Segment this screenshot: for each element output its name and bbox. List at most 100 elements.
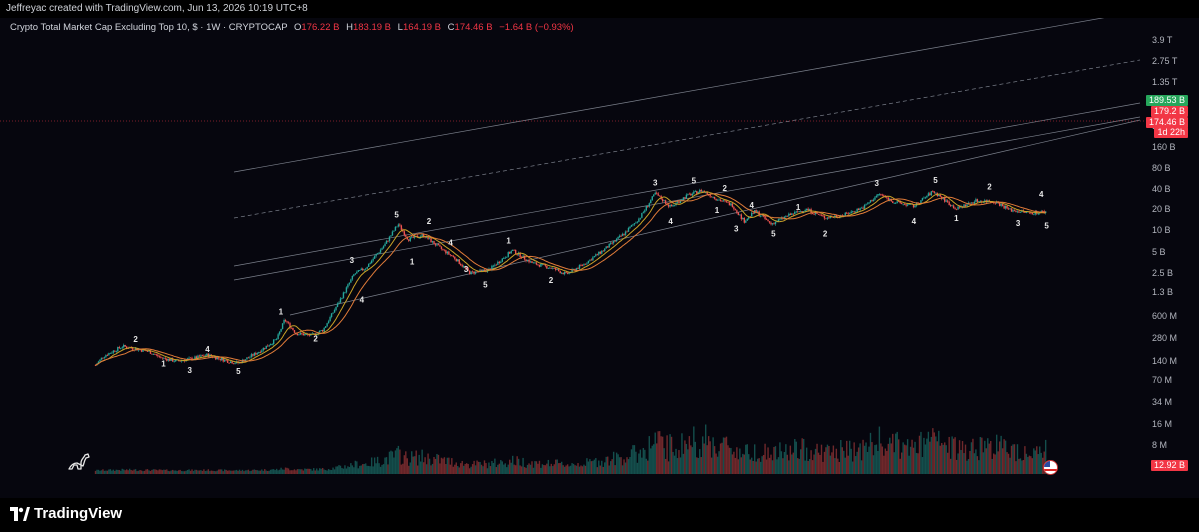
volume-bar <box>373 457 376 474</box>
volume-bar <box>115 469 118 474</box>
volume-bar <box>820 444 823 474</box>
volume-bar <box>362 464 364 474</box>
volume-bar <box>191 469 193 474</box>
candle-body <box>434 244 437 246</box>
flag-icon[interactable] <box>1043 460 1058 475</box>
candle-body <box>693 191 695 194</box>
volume-bar <box>923 437 925 474</box>
volume-bar <box>844 457 846 474</box>
volume-bar <box>608 465 610 474</box>
candle-body <box>679 200 682 203</box>
candle-body <box>99 359 101 362</box>
volume-bar <box>173 470 175 474</box>
volume-bar <box>1031 458 1034 474</box>
volume-bar <box>921 457 924 474</box>
price-chart[interactable]: 2 1 4 3 5 1 2 3 4 5 2 1 4 3 5 1 2 3 4 5 2 1 4 3 5 1 2 3 4 5 1 2 3 4 5 <box>0 18 1199 498</box>
volume-bar <box>203 469 205 474</box>
candle-body <box>849 213 851 215</box>
volume-bar <box>641 457 643 474</box>
volume-bar <box>506 467 508 474</box>
volume-bar <box>776 459 778 474</box>
volume-bar <box>1001 448 1004 474</box>
candle-body <box>558 269 560 272</box>
volume-bar <box>284 467 287 474</box>
chart-area[interactable]: 2 1 4 3 5 1 2 3 4 5 2 1 4 3 5 1 2 3 4 5 2 1 4 3 5 1 2 3 4 5 1 2 3 4 5 3.9 … <box>0 18 1199 508</box>
candle-body <box>460 263 462 266</box>
volume-bar <box>666 435 668 474</box>
candle-body <box>163 357 165 359</box>
volume-bar <box>676 458 679 474</box>
candle-body <box>617 237 619 239</box>
volume-bar <box>183 471 186 474</box>
candle-body <box>1004 205 1007 209</box>
candle-body <box>180 360 183 362</box>
candle-body <box>455 258 457 262</box>
volume-bar <box>523 467 526 474</box>
volume-bar <box>749 459 751 474</box>
volume-bar <box>537 463 539 474</box>
candle-body <box>718 199 720 201</box>
volume-bar <box>681 433 683 474</box>
volume-bar <box>704 424 707 474</box>
volume-bar <box>520 466 523 474</box>
volume-bar <box>498 463 501 474</box>
volume-bar <box>510 462 512 474</box>
volume-bar <box>189 470 192 474</box>
candle-body <box>369 263 371 265</box>
candle-body <box>270 344 272 346</box>
volume-bar <box>663 448 665 474</box>
volume-bar <box>572 463 575 474</box>
candle-body <box>678 201 680 203</box>
volume-bar <box>427 453 429 474</box>
candle-body <box>713 196 716 199</box>
volume-bar <box>828 446 830 474</box>
volume-bar <box>356 461 358 474</box>
volume-bar <box>577 463 579 474</box>
candle-body <box>767 219 769 222</box>
volume-bar <box>783 451 786 474</box>
candle-body <box>473 271 475 274</box>
candle-body <box>807 208 809 211</box>
candle-body <box>458 259 460 264</box>
volume-bar <box>480 464 483 474</box>
volume-bar <box>128 468 131 474</box>
volume-bar <box>626 457 628 474</box>
dino-logo-icon[interactable] <box>68 452 90 475</box>
candle-body <box>256 353 259 355</box>
candle-body <box>978 201 980 202</box>
volume-bar <box>694 441 697 474</box>
volume-bar <box>206 470 208 474</box>
volume-bar <box>948 436 950 474</box>
candle-body <box>427 236 429 239</box>
volume-bar <box>973 453 976 474</box>
volume-bar <box>810 450 812 474</box>
volume-bar <box>730 448 732 474</box>
volume-bar <box>609 461 612 474</box>
volume-bar <box>648 436 650 474</box>
candle-body <box>704 192 707 193</box>
candle-body <box>1042 211 1044 212</box>
candle-body <box>897 201 900 203</box>
wave-label: 5 <box>236 367 241 376</box>
candle-body <box>345 287 348 293</box>
candle-body <box>863 205 866 209</box>
volume-bar <box>268 470 270 474</box>
candle-body <box>805 208 808 211</box>
volume-bar <box>863 445 866 474</box>
tradingview-logo[interactable]: TradingView <box>10 505 122 522</box>
candle-body <box>730 203 732 206</box>
candle-body <box>509 252 511 254</box>
candle-body <box>476 271 478 273</box>
candle-body <box>725 201 728 202</box>
candle-body <box>755 210 757 212</box>
volume-bar <box>1018 458 1020 474</box>
volume-bar <box>715 453 717 474</box>
volume-bar <box>578 466 581 474</box>
candle-body <box>298 334 300 336</box>
candle-body <box>529 261 532 263</box>
volume-bar <box>145 469 147 474</box>
candle-body <box>924 197 927 199</box>
caption-bar: Jeffreyac created with TradingView.com, … <box>0 0 1199 18</box>
volume-bar <box>739 448 741 474</box>
volume-bar <box>1025 453 1028 474</box>
